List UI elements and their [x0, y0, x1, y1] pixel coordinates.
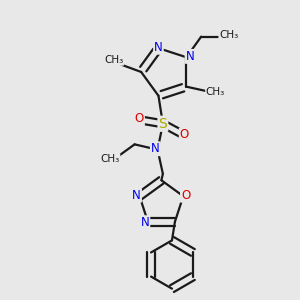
Text: S: S: [158, 117, 167, 131]
Text: N: N: [151, 142, 160, 155]
Text: N: N: [141, 216, 149, 229]
Text: O: O: [135, 112, 144, 125]
Text: CH₃: CH₃: [100, 154, 120, 164]
Text: N: N: [154, 41, 163, 54]
Text: CH₃: CH₃: [104, 55, 123, 65]
Text: O: O: [181, 189, 190, 202]
Text: N: N: [186, 50, 194, 63]
Text: N: N: [132, 189, 141, 202]
Text: CH₃: CH₃: [219, 30, 238, 40]
Text: CH₃: CH₃: [206, 87, 225, 97]
Text: O: O: [180, 128, 189, 141]
